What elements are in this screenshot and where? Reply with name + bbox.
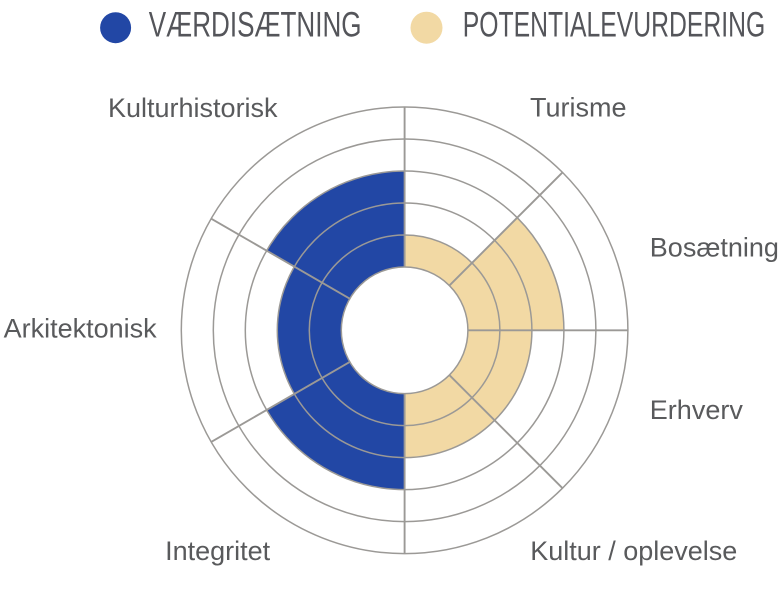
svg-text:Kultur / oplevelse: Kultur / oplevelse: [530, 536, 737, 566]
svg-text:Bosætning: Bosætning: [650, 233, 779, 263]
svg-text:Kulturhistorisk: Kulturhistorisk: [108, 93, 278, 123]
svg-text:Integritet: Integritet: [165, 536, 271, 566]
svg-text:Erhverv: Erhverv: [650, 395, 744, 425]
svg-text:VÆRDISÆTNING: VÆRDISÆTNING: [149, 5, 362, 45]
svg-text:Arkitektonisk: Arkitektonisk: [4, 314, 158, 344]
svg-text:POTENTIALEVURDERING: POTENTIALEVURDERING: [463, 6, 765, 44]
svg-text:Turisme: Turisme: [530, 93, 627, 123]
